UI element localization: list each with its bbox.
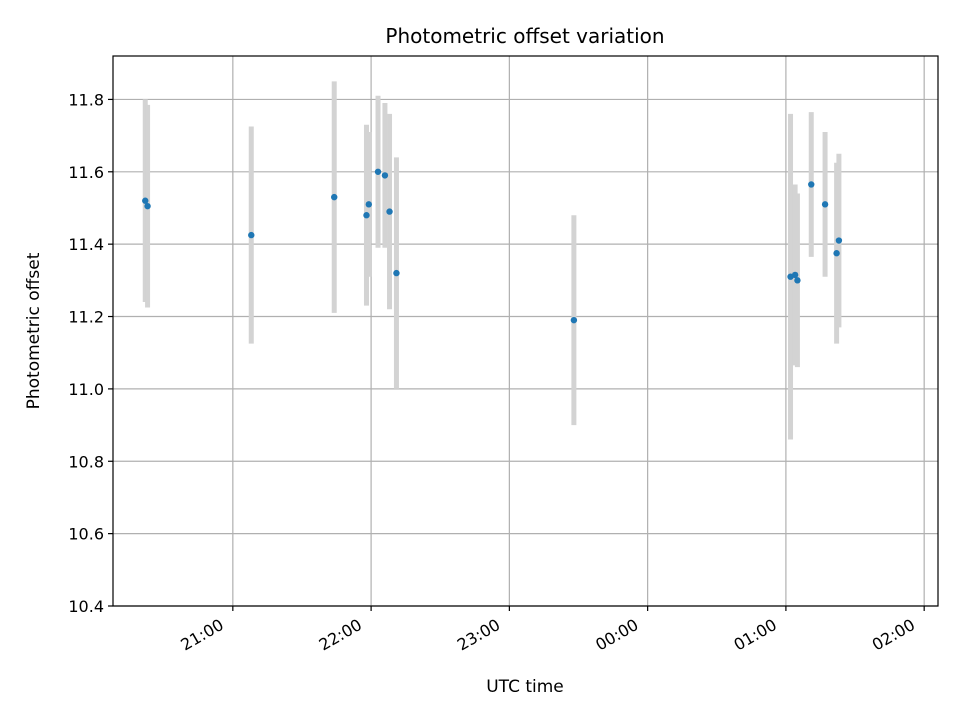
y-tick-label: 10.6 bbox=[68, 525, 104, 544]
data-point bbox=[570, 316, 578, 324]
data-point bbox=[331, 193, 338, 201]
y-tick-label: 11.4 bbox=[68, 235, 104, 254]
data-point bbox=[791, 271, 799, 279]
y-tick-label: 11.8 bbox=[68, 90, 104, 109]
data-point bbox=[794, 277, 801, 284]
data-point bbox=[365, 201, 372, 208]
data-point bbox=[393, 269, 400, 277]
y-tick-label: 11.0 bbox=[68, 380, 104, 399]
data-point bbox=[381, 172, 389, 179]
data-point bbox=[808, 181, 815, 188]
data-point bbox=[833, 250, 840, 257]
y-tick-label: 10.4 bbox=[68, 597, 104, 616]
grid bbox=[113, 56, 938, 607]
data-point bbox=[142, 197, 149, 204]
chart-title: Photometric offset variation bbox=[385, 24, 664, 48]
y-tick-label: 11.6 bbox=[68, 163, 104, 182]
data-point bbox=[835, 237, 843, 244]
x-axis-label: UTC time bbox=[486, 677, 564, 697]
data-point bbox=[821, 201, 829, 208]
data-points bbox=[142, 168, 843, 324]
y-tick-label: 11.2 bbox=[68, 308, 104, 327]
plot-frame bbox=[112, 55, 939, 607]
y-axis-label: Photometric offset bbox=[24, 252, 44, 409]
y-tick-label: 10.8 bbox=[68, 452, 104, 471]
y-axis: 10.4 10.6 10.8 11.0 11.2 11.4 11.6 11.8 bbox=[68, 90, 113, 616]
data-point bbox=[386, 208, 393, 215]
data-point bbox=[144, 202, 151, 210]
data-point bbox=[374, 168, 382, 175]
data-point bbox=[248, 231, 255, 239]
data-point bbox=[363, 212, 370, 219]
